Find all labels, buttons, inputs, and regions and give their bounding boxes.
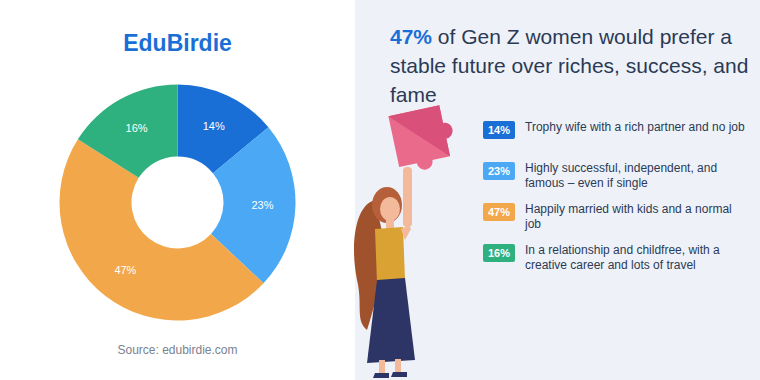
svg-text:16%: 16%: [126, 122, 148, 134]
html-text:Trophy wife with a rich partne: Trophy wife with a rich partner and no j…: [525, 120, 745, 134]
svg-text:14%: 14%: [203, 120, 225, 132]
svg-text:47%: 47%: [114, 264, 136, 276]
html-text:14%: 14%: [488, 124, 510, 136]
html-text:47% of Gen Z women would prefe: 47% of Gen Z women would prefer a stable…: [390, 25, 749, 106]
html-text:EduBirdie: EduBirdie: [123, 30, 232, 56]
svg-text:23%: 23%: [251, 199, 273, 211]
html-text:Source: edubirdie.com: Source: edubirdie.com: [117, 343, 238, 357]
html-text:23%: 23%: [488, 165, 510, 177]
html-text:Happily married with kids and: Happily married with kids and a normal j…: [525, 202, 732, 231]
html-text:In a relationship and childfre: In a relationship and childfree, with a …: [525, 243, 720, 272]
html-text:16%: 16%: [488, 247, 510, 259]
html-text:47%: 47%: [488, 206, 510, 218]
html-text:Highly successful, independent: Highly successful, independent, and famo…: [525, 161, 718, 190]
